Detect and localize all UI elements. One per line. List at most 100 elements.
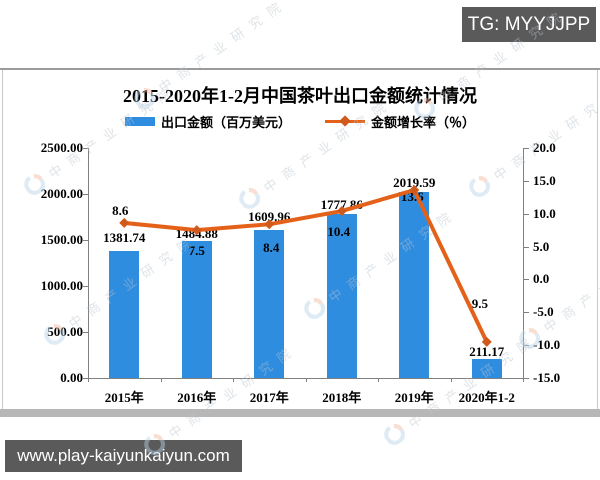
watermark-text: 中商产业研究院 <box>540 234 600 336</box>
cra-logo-icon <box>239 188 261 209</box>
watermark-text: 中商产业研究院 <box>65 230 201 332</box>
cra-logo-icon <box>414 98 436 119</box>
left-tick-mark <box>83 378 88 379</box>
watermark-unit: 中商产业研究院 <box>141 338 302 459</box>
growth-value-label: 7.5 <box>188 243 205 259</box>
right-axis-tick: -15.0 <box>533 370 561 385</box>
left-tick-mark <box>83 194 88 195</box>
right-axis-tick: 10.0 <box>533 205 556 221</box>
left-tick-mark <box>83 240 88 241</box>
bar <box>399 192 430 378</box>
right-tick-mark <box>524 312 529 314</box>
left-axis-tick: 0.00 <box>60 370 83 385</box>
watermark-unit: 中商产业研究院 <box>236 92 397 213</box>
x-tick-mark <box>378 378 379 382</box>
line-marker <box>191 225 202 236</box>
legend-export-label: 出口金额（百万美元） <box>160 115 291 130</box>
tg-badge: TG: MYYJJPP <box>462 7 596 42</box>
x-tick-mark <box>233 378 234 382</box>
bar-value-label: 1609.96 <box>248 208 291 224</box>
right-axis-tick: 0.0 <box>533 271 550 287</box>
x-tick-mark <box>160 378 162 382</box>
x-tick-mark <box>88 378 89 382</box>
right-tick-mark <box>524 279 529 281</box>
growth-value-label: 10.4 <box>327 224 351 240</box>
x-axis-label: 2019年 <box>394 390 434 405</box>
watermark-unit: 中商产业研究院 <box>411 2 572 123</box>
growth-line <box>119 185 492 347</box>
watermark-unit: 中商产业研究院 <box>516 232 600 353</box>
bar-value-label: 1381.74 <box>103 229 146 245</box>
x-axis-label: 2017年 <box>249 390 289 405</box>
watermark-unit: 中商产业研究院 <box>466 80 600 201</box>
panel-right-rule <box>597 70 598 409</box>
tg-badge-label: TG: MYYJJPP <box>467 13 591 35</box>
watermark-text: 中商产业研究院 <box>260 94 396 196</box>
right-tick-mark <box>524 345 529 347</box>
cra-logo-icon <box>519 328 541 349</box>
bar-swatch-icon <box>124 117 155 126</box>
watermark-unit: 中商产业研究院 <box>21 78 182 199</box>
right-tick-mark <box>524 213 529 215</box>
watermark-unit: 中商产业研究院 <box>41 228 202 349</box>
watermark-text: 中商产业研究院 <box>405 330 541 432</box>
left-axis-tick: 1000.00 <box>40 278 83 293</box>
legend-growth-label: 金额增长率（％） <box>371 115 476 130</box>
bar-value-label: 211.17 <box>469 343 505 359</box>
panel-bottom-band <box>0 409 600 417</box>
left-tick-mark <box>83 332 88 333</box>
legend-item-growth: 金额增长率（％） <box>325 112 475 131</box>
panel-top-rule <box>0 68 600 70</box>
line-marker <box>409 185 420 196</box>
cra-logo-icon <box>304 298 326 319</box>
x-tick-mark <box>523 378 524 382</box>
watermark-unit: 中商产业研究院 <box>301 202 462 323</box>
cra-logo-icon <box>134 88 156 109</box>
left-axis-tick: 2000.00 <box>40 186 83 201</box>
watermark-text: 中商产业研究院 <box>45 80 181 182</box>
legend: 出口金额（百万美元） 金额增长率（％） <box>0 112 600 131</box>
left-tick-mark <box>83 148 88 149</box>
cra-logo-icon <box>24 174 46 195</box>
right-tick-mark <box>524 180 529 182</box>
growth-value-label: 8.4 <box>263 240 280 256</box>
growth-value-label: 8.6 <box>112 202 129 218</box>
x-tick-mark <box>450 378 452 382</box>
bar <box>471 358 502 378</box>
bar <box>326 214 357 378</box>
left-axis-tick: 2500.00 <box>40 140 83 155</box>
url-badge-label: www.play-kaiyunkaiyun.com <box>17 446 230 465</box>
right-axis-tick: -5.0 <box>533 304 554 320</box>
watermark-text: 中商产业研究院 <box>325 204 461 306</box>
cra-logo-icon <box>469 176 491 197</box>
x-axis-label: 2016年 <box>177 390 217 405</box>
watermark-text: 中商产业研究院 <box>165 340 301 442</box>
cra-logo-icon <box>144 434 166 455</box>
right-tick-mark <box>524 148 529 149</box>
line-marker <box>481 336 492 347</box>
line-marker <box>264 219 275 230</box>
bar <box>109 250 140 378</box>
right-axis-tick: 20.0 <box>533 140 556 155</box>
chart-title: 2015-2020年1-2月中国茶叶出口金额统计情况 <box>123 86 477 106</box>
right-axis-tick: 15.0 <box>533 172 556 188</box>
bar <box>254 229 285 378</box>
watermark-text: 中商产业研究院 <box>435 4 571 106</box>
legend-item-export: 出口金额（百万美元） <box>124 112 291 131</box>
y-axis-right <box>523 148 524 378</box>
cra-logo-icon <box>44 324 66 345</box>
watermark-text: 中商产业研究院 <box>155 0 291 96</box>
url-badge: www.play-kaiyunkaiyun.com <box>5 440 242 472</box>
panel-left-rule <box>2 70 3 409</box>
x-tick-mark <box>305 378 307 382</box>
watermark-text: 中商产业研究院 <box>490 82 600 184</box>
bar-value-label: 2019.59 <box>393 175 436 191</box>
watermark-unit: 中商产业研究院 <box>131 0 292 112</box>
right-axis-tick: -10.0 <box>533 337 561 353</box>
watermark-unit: 中商产业研究院 <box>381 328 542 449</box>
growth-value-label: -9.5 <box>467 295 489 311</box>
cra-logo-icon <box>384 424 406 445</box>
left-axis-tick: 500.00 <box>47 324 83 339</box>
